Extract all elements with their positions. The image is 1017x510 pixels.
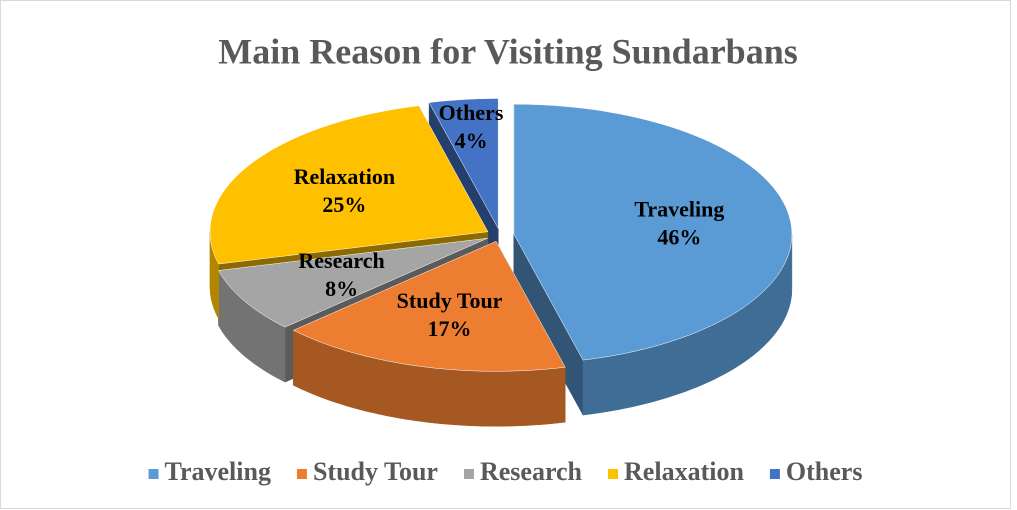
chart-title: Main Reason for Visiting Sundarbans bbox=[218, 31, 797, 71]
data-label-value: 46% bbox=[657, 224, 701, 249]
data-label-value: 4% bbox=[455, 128, 488, 153]
slice bbox=[209, 105, 489, 265]
slice bbox=[513, 103, 793, 361]
slice bbox=[428, 98, 499, 229]
data-label-value: 25% bbox=[322, 192, 366, 217]
data-label-name: Others bbox=[439, 100, 504, 125]
legend-swatch bbox=[148, 469, 159, 479]
legend-swatch bbox=[296, 469, 307, 479]
data-label-name: Research bbox=[298, 248, 384, 273]
legend-label: Others bbox=[786, 457, 863, 486]
legend-label: Relaxation bbox=[624, 457, 744, 486]
legend-swatch bbox=[769, 469, 780, 479]
legend-label: Study Tour bbox=[313, 457, 438, 486]
data-label-name: Study Tour bbox=[397, 288, 503, 313]
legend-swatch bbox=[463, 469, 474, 479]
legend: Traveling Study Tour Research Relaxation Oth… bbox=[148, 457, 863, 486]
data-label-name: Traveling bbox=[634, 196, 724, 221]
data-label-value: 17% bbox=[428, 316, 472, 341]
data-label-value: 8% bbox=[325, 276, 358, 301]
legend-label: Research bbox=[480, 457, 583, 486]
data-label-name: Relaxation bbox=[294, 164, 395, 189]
legend-label: Traveling bbox=[165, 457, 271, 486]
legend-swatch bbox=[608, 469, 619, 479]
slice bbox=[218, 237, 488, 328]
slice bbox=[292, 240, 566, 372]
